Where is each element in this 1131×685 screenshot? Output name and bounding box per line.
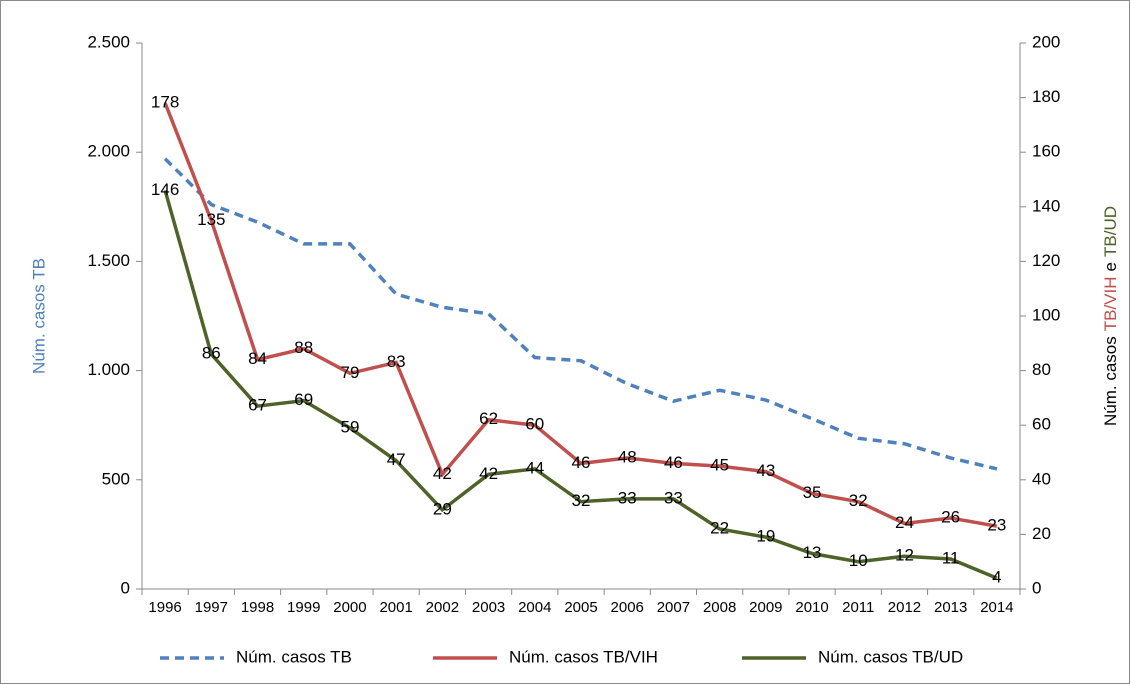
x-tick-label: 2003 [472,599,505,616]
data-label: 62 [479,409,498,428]
data-label: 22 [710,518,729,537]
x-tick-label: 2004 [518,599,551,616]
series-line [163,102,998,528]
x-tick-label: 2002 [426,599,459,616]
y2-tick-label: 160 [1032,142,1060,161]
y-tick-label: 0 [121,578,130,597]
y-tick-label: 2.500 [87,32,130,51]
y-tick-label: 500 [102,469,130,488]
data-label: 88 [294,338,313,357]
legend-label: Núm. casos TB/UD [818,647,963,666]
data-label: 69 [294,390,313,409]
data-label: 24 [895,513,914,532]
data-label: 86 [202,344,221,363]
data-label: 84 [248,349,267,368]
x-tick-label: 2007 [657,599,690,616]
y2-tick-label: 20 [1032,524,1051,543]
data-label: 83 [387,352,406,371]
data-label: 11 [942,548,960,567]
y2-tick-label: 200 [1032,32,1060,51]
data-label: 60 [525,415,544,434]
data-label: 135 [197,210,225,229]
data-label: 29 [433,499,452,518]
data-label: 48 [618,447,637,466]
x-tick-label: 2001 [379,599,412,616]
x-tick-label: 2000 [333,599,366,616]
legend-label: Núm. casos TB/VIH [509,647,658,666]
data-label: 13 [803,543,822,562]
y2-tick-label: 0 [1032,578,1041,597]
data-label: 146 [151,180,179,199]
data-label: 42 [479,464,498,483]
data-label: 12 [895,546,914,565]
x-tick-label: 1997 [195,599,228,616]
data-label: 46 [664,453,683,472]
y-tick-label: 2.000 [87,142,130,161]
data-label: 33 [618,488,637,507]
x-tick-label: 2005 [564,599,597,616]
y2-axis-title: Núm. casos TB/VIH e TB/UD [1101,206,1120,426]
data-label: 59 [340,417,359,436]
y-tick-label: 1.500 [87,251,130,270]
data-label: 42 [433,464,452,483]
data-label: 178 [151,93,179,112]
y2-tick-label: 60 [1032,415,1051,434]
data-label: 79 [340,363,359,382]
x-tick-label: 2009 [749,599,782,616]
y-tick-label: 1.000 [87,360,130,379]
data-label: 45 [710,456,729,475]
x-tick-label: 2008 [703,599,736,616]
y2-title-part: Núm. casos [1101,336,1120,426]
x-tick-label: 2012 [888,599,921,616]
x-tick-label: 1996 [148,599,181,616]
data-label: 43 [756,461,775,480]
y2-tick-label: 80 [1032,360,1051,379]
x-tick-label: 2010 [795,599,828,616]
y2-tick-label: 120 [1032,251,1060,270]
y2-title-part: TB/UD [1101,206,1120,257]
data-label: 32 [849,491,868,510]
y2-tick-label: 40 [1032,469,1051,488]
data-label: 4 [992,568,1001,587]
x-tick-label: 2014 [980,599,1013,616]
data-label: 46 [572,453,591,472]
x-tick-label: 2006 [611,599,644,616]
data-label: 44 [525,458,544,477]
y2-tick-label: 100 [1032,305,1060,324]
data-label: 23 [987,516,1006,535]
data-label: 19 [756,527,775,546]
data-label: 47 [387,450,406,469]
series-line [163,189,998,580]
y2-title-part: TB/VIH [1101,276,1120,331]
x-tick-label: 2011 [842,599,874,616]
legend-label: Núm. casos TB [236,647,352,666]
y2-tick-label: 140 [1032,196,1060,215]
data-label: 26 [941,508,960,527]
data-label: 67 [248,396,267,415]
y2-title-part: e [1101,262,1120,271]
x-tick-label: 2013 [934,599,967,616]
y-axis-title: Núm. casos TB [29,258,48,374]
data-label: 35 [803,483,822,502]
y2-tick-label: 180 [1032,87,1060,106]
x-tick-label: 1999 [287,599,320,616]
data-label: 10 [849,551,868,570]
data-label: 32 [572,491,591,510]
x-tick-label: 1998 [241,599,274,616]
series-line [163,157,998,471]
data-label: 33 [664,488,683,507]
